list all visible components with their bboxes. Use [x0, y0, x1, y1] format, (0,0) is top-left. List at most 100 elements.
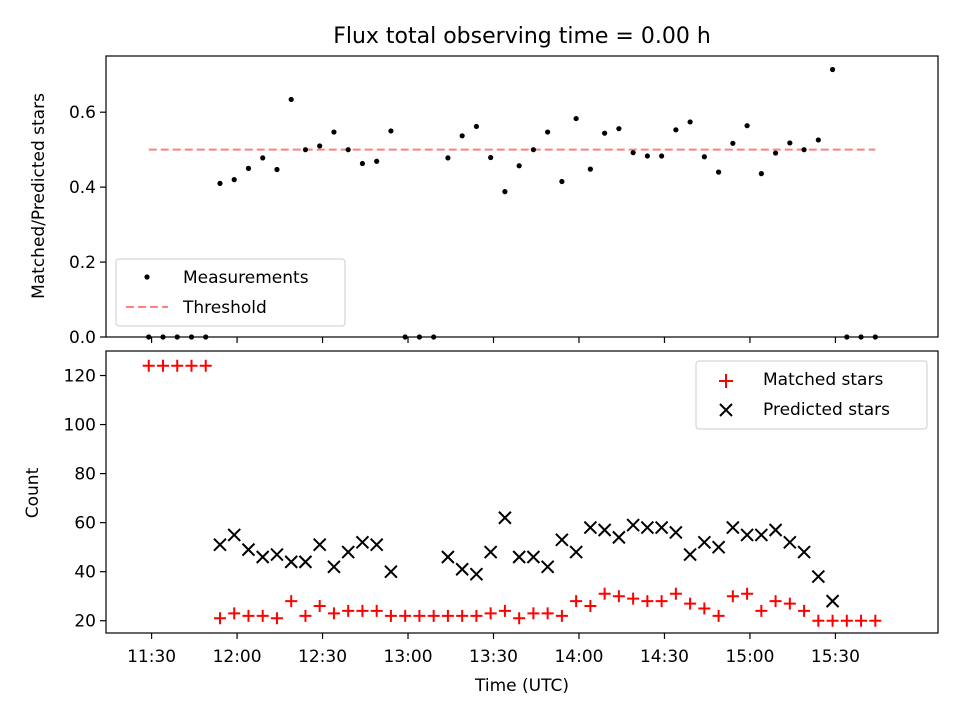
top-y-axis-label: Matched/Predicted stars	[29, 93, 49, 299]
predicted-stars-point	[526, 550, 541, 564]
predicted-stars-point	[384, 564, 398, 579]
matched-stars-point	[755, 604, 768, 617]
matched-stars-point	[812, 614, 825, 627]
measurement-point	[801, 147, 807, 153]
matched-stars-point	[427, 609, 440, 622]
predicted-stars-point	[483, 545, 498, 559]
predicted-stars-point	[654, 520, 669, 535]
bottom-x-axis-ticks: 11:30 12:00 12:30 13:00 13:30 14:00 14:30 15:00…	[127, 633, 860, 667]
matched-stars-point	[342, 604, 355, 617]
bottom-y-tick-label: 120	[64, 367, 96, 387]
measurement-point	[559, 178, 565, 185]
predicted-stars-point	[227, 528, 241, 542]
measurement-point	[516, 163, 522, 169]
matched-stars-point	[213, 612, 226, 625]
x-tick-label: 11:30	[127, 647, 176, 667]
bottom-panel: 20 40 60 80 100 120 11:30 12:00 12:30 13:00 13:30…	[23, 350, 939, 696]
top-axes-frame	[105, 55, 939, 338]
measurement-point	[730, 140, 736, 146]
bottom-legend-box	[695, 360, 928, 430]
predicted-stars-point	[284, 555, 298, 569]
matched-stars-point	[655, 595, 668, 608]
bottom-plot-marks	[142, 359, 882, 627]
measurement-point	[160, 334, 166, 340]
predicted-stars-point	[754, 528, 769, 542]
matched-stars-point	[441, 609, 454, 622]
measurement-point	[416, 334, 423, 340]
measurement-point	[744, 123, 750, 129]
measurement-point	[473, 123, 480, 130]
predicted-stars-point	[213, 538, 227, 552]
matched-stars-point	[270, 612, 283, 625]
predicted-stars-point	[569, 545, 583, 559]
x-axis-label: Time (UTC)	[474, 676, 569, 696]
top-plot-marks	[146, 66, 878, 340]
matched-stars-point	[356, 604, 369, 617]
bottom-y-tick-label: 60	[74, 514, 96, 534]
matched-stars-point	[285, 595, 298, 608]
measurement-point	[844, 334, 850, 340]
matched-stars-point	[299, 609, 312, 622]
matched-stars-point	[384, 609, 397, 622]
predicted-stars-point	[270, 547, 284, 562]
measurement-point	[345, 147, 351, 153]
matched-stars-point	[783, 597, 796, 610]
matched-stars-point	[484, 607, 497, 620]
top-y-tick-label: 0.6	[69, 103, 96, 123]
measurement-point	[872, 334, 878, 340]
chart-title: Flux total observing time = 0.00 h	[333, 24, 711, 49]
predicted-stars-point	[469, 567, 484, 581]
predicted-stars-point	[697, 535, 712, 549]
predicted-stars-point	[355, 535, 370, 549]
predicted-stars-point	[597, 523, 612, 537]
matched-stars-point	[855, 614, 868, 627]
predicted-stars-point	[797, 545, 811, 559]
measurement-point	[787, 140, 793, 146]
measurement-point	[146, 334, 152, 340]
predicted-stars-point	[612, 530, 626, 545]
measurement-point	[673, 127, 679, 133]
measurement-point	[217, 180, 223, 186]
matched-stars-point	[669, 587, 682, 600]
measurement-point	[858, 334, 864, 340]
predicted-stars-point	[312, 538, 327, 552]
matched-stars-point	[541, 607, 554, 620]
predicted-stars-point	[768, 523, 783, 537]
matched-stars-point	[456, 609, 469, 622]
measurement-point	[545, 129, 551, 135]
measurement-point	[302, 147, 309, 153]
matched-stars-point	[256, 609, 269, 622]
matched-stars-point	[370, 604, 383, 617]
measurement-point	[203, 334, 209, 340]
matched-stars-point	[840, 614, 853, 627]
measurement-point	[188, 334, 195, 340]
top-y-tick-label: 0.0	[69, 328, 96, 348]
predicted-stars-point	[441, 550, 455, 564]
top-y-tick-label: 0.2	[69, 253, 96, 273]
measurement-point	[245, 165, 252, 171]
measurement-point	[573, 115, 579, 122]
matched-stars-point	[228, 607, 241, 620]
measurement-point	[459, 133, 465, 139]
measurement-point	[630, 150, 636, 156]
measurement-point	[388, 128, 394, 134]
top-x-axis-ticks	[150, 337, 837, 343]
matched-stars-point	[698, 602, 711, 615]
measurement-point	[274, 166, 280, 173]
matched-stars-point	[869, 614, 882, 627]
predicted-stars-point	[711, 540, 726, 554]
matched-stars-point	[570, 595, 583, 608]
matched-stars-point	[313, 600, 326, 613]
x-tick-label: 13:00	[384, 647, 433, 667]
top-panel: 0.0 0.2 0.4 0.6 Matched/Predicted stars Mea…	[29, 55, 939, 348]
top-y-tick-label: 0.4	[69, 178, 96, 198]
predicted-stars-point	[540, 560, 555, 574]
measurement-point	[716, 169, 722, 175]
x-tick-label: 14:00	[554, 647, 603, 667]
matched-stars-point	[242, 609, 255, 622]
top-legend-box	[115, 258, 346, 327]
matched-stars-point	[712, 609, 725, 622]
matched-stars-point	[826, 614, 839, 627]
measurement-point	[587, 166, 593, 172]
measurement-point	[530, 147, 536, 153]
